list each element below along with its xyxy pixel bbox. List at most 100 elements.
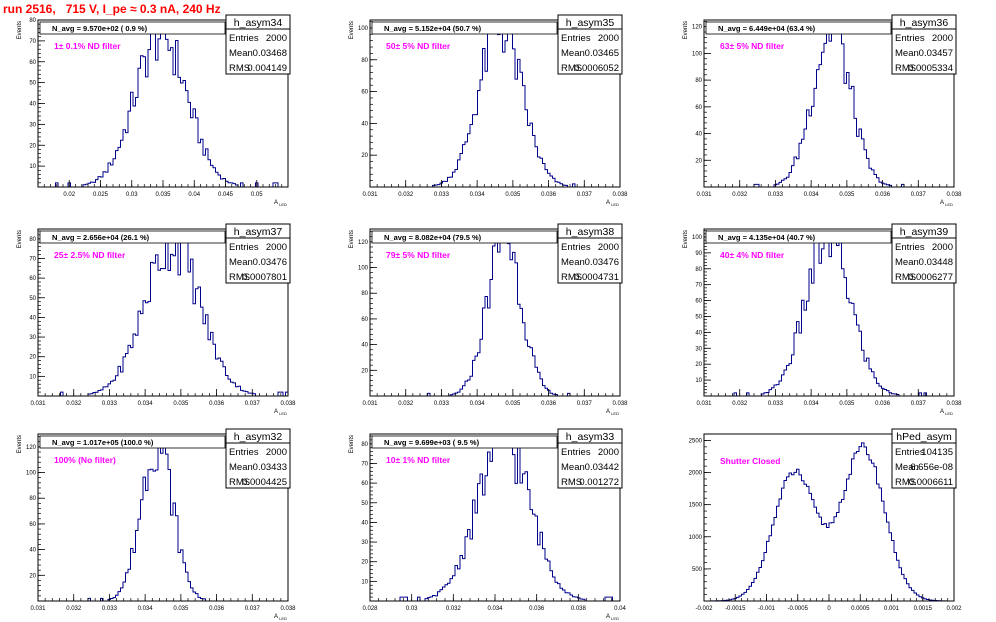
stats-label: RMS bbox=[895, 63, 916, 74]
stats-label: Entries bbox=[895, 242, 925, 253]
x-tick-label: 0.034 bbox=[804, 401, 820, 407]
y-tick-label: 20 bbox=[29, 573, 36, 579]
chart-h_asym35: 0.031 0.032 0.033 0.034 0.035 0.036 0.037 0.038… bbox=[349, 14, 628, 207]
stats-value: 0.0006277 bbox=[908, 272, 953, 283]
stats-value: 6.656e-08 bbox=[910, 462, 953, 473]
filter-annotation: 100% (No filter) bbox=[54, 455, 116, 465]
stats-box bbox=[225, 14, 291, 75]
x-tick-label: 0.038 bbox=[946, 401, 962, 407]
stats-value: 2000 bbox=[932, 33, 953, 44]
x-tick-label: 0.038 bbox=[571, 606, 587, 612]
stats-label: Entries bbox=[229, 447, 259, 458]
x-tick-label: 0.038 bbox=[612, 192, 628, 198]
y-tick-label: 50 bbox=[361, 501, 368, 507]
stats-value: 0.004149 bbox=[247, 63, 287, 74]
x-tick-label: 0.032 bbox=[66, 401, 82, 407]
stats-value: 0.0004731 bbox=[574, 272, 619, 283]
y-tick-label: 10 bbox=[361, 579, 368, 585]
histogram-line bbox=[704, 442, 954, 602]
page-title: run 2516, 715 V, I_pe ≈ 0.3 nA, 240 Hz bbox=[3, 2, 221, 16]
x-tick-label: 0.035 bbox=[155, 192, 171, 198]
y-tick-label: 80 bbox=[695, 267, 702, 273]
y-axis-title: Events bbox=[349, 435, 355, 453]
filter-annotation: 1± 0.1% ND filter bbox=[54, 41, 121, 51]
x-tick-label: 0.0015 bbox=[914, 606, 933, 612]
stats-label: Mean bbox=[895, 48, 919, 59]
y-tick-label: 40 bbox=[695, 330, 702, 336]
x-tick-label: 0.001 bbox=[884, 606, 900, 612]
y-tick-label: 500 bbox=[692, 567, 703, 573]
y-tick-label: 100 bbox=[26, 471, 37, 477]
stats-label: RMS bbox=[895, 272, 916, 283]
y-axis-title: Events bbox=[17, 230, 23, 248]
stats-title: h_asym37 bbox=[234, 226, 283, 238]
stats-value: 0.03457 bbox=[919, 48, 953, 59]
plot-frame bbox=[369, 228, 621, 397]
x-tick-label: 0.036 bbox=[529, 606, 545, 612]
x-axis-title: A LED bbox=[274, 614, 287, 621]
stats-label: Mean bbox=[229, 257, 253, 268]
y-tick-label: 120 bbox=[692, 25, 703, 31]
stats-label: RMS bbox=[895, 477, 916, 488]
x-tick-label: 0.031 bbox=[696, 192, 712, 198]
filter-annotation: 10± 1% ND filter bbox=[386, 455, 451, 465]
y-tick-label: 60 bbox=[695, 105, 702, 111]
y-axis-title: Events bbox=[349, 21, 355, 39]
y-tick-label: 80 bbox=[361, 291, 368, 297]
stats-label: Mean bbox=[895, 462, 919, 473]
x-tick-label: 0.04 bbox=[614, 606, 626, 612]
x-tick-label: 0.045 bbox=[218, 192, 234, 198]
y-tick-label: 20 bbox=[361, 368, 368, 374]
x-tick-label: 0.035 bbox=[839, 401, 855, 407]
navg-label: N_avg = 4.135e+04 (40.7 %) bbox=[718, 233, 816, 242]
x-tick-label: -0.0005 bbox=[788, 606, 809, 612]
stats-value: 0.0004425 bbox=[242, 477, 287, 488]
navg-box bbox=[705, 21, 892, 35]
y-tick-label: 80 bbox=[361, 58, 368, 64]
filter-annotation: 63± 5% ND filter bbox=[720, 41, 785, 51]
stats-value: 0.0005334 bbox=[908, 63, 953, 74]
stats-title: h_asym32 bbox=[234, 431, 283, 443]
y-tick-label: 20 bbox=[695, 362, 702, 368]
x-tick-label: 0.03 bbox=[406, 606, 418, 612]
x-axis-title: A LED bbox=[940, 409, 953, 416]
stats-box bbox=[557, 428, 623, 489]
stats-value: 0.03476 bbox=[253, 257, 287, 268]
y-tick-label: 60 bbox=[695, 299, 702, 305]
x-tick-label: 0.036 bbox=[209, 606, 225, 612]
y-tick-label: 70 bbox=[29, 39, 36, 45]
plot-frame bbox=[37, 228, 289, 397]
x-tick-label: 0.04 bbox=[188, 192, 200, 198]
x-tick-label: 0.036 bbox=[875, 192, 891, 198]
stats-label: Entries bbox=[561, 447, 591, 458]
x-tick-label: 0.05 bbox=[251, 192, 263, 198]
x-tick-label: 0.038 bbox=[280, 606, 296, 612]
x-tick-label: 0.036 bbox=[875, 401, 891, 407]
y-axis-title: Events bbox=[17, 435, 23, 453]
y-tick-label: 50 bbox=[29, 296, 36, 302]
y-tick-label: 40 bbox=[361, 121, 368, 127]
x-tick-label: 0.034 bbox=[138, 401, 154, 407]
stats-label: Mean bbox=[561, 48, 585, 59]
stats-title: h_asym38 bbox=[566, 226, 615, 238]
y-tick-label: 60 bbox=[361, 90, 368, 96]
stats-label: RMS bbox=[561, 477, 582, 488]
y-tick-label: 20 bbox=[29, 143, 36, 149]
stats-box bbox=[225, 223, 291, 284]
stats-value: 2000 bbox=[598, 447, 619, 458]
stats-value: 0.0006611 bbox=[909, 477, 953, 488]
stats-label: Entries bbox=[561, 242, 591, 253]
navg-label: N_avg = 2.656e+04 (26.1 %) bbox=[52, 233, 150, 242]
chart-h_asym37: 0.031 0.032 0.033 0.034 0.035 0.036 0.037 0.038… bbox=[17, 223, 296, 416]
chart-h_asym34: 0.02 0.025 0.03 0.035 0.04 0.045 0.05 10 20 30 40 5… bbox=[17, 14, 291, 207]
x-tick-label: 0.037 bbox=[245, 401, 261, 407]
navg-label: N_avg = 8.082e+04 (79.5 %) bbox=[384, 233, 482, 242]
chart-h_asym39: 0.031 0.032 0.033 0.034 0.035 0.036 0.037 0.038… bbox=[683, 223, 962, 416]
stats-value: 0.03448 bbox=[919, 257, 953, 268]
x-tick-label: 0.037 bbox=[577, 401, 593, 407]
stats-box bbox=[891, 428, 957, 489]
stats-label: Mean bbox=[229, 462, 253, 473]
x-tick-label: 0.0005 bbox=[851, 606, 870, 612]
y-tick-label: 30 bbox=[361, 540, 368, 546]
